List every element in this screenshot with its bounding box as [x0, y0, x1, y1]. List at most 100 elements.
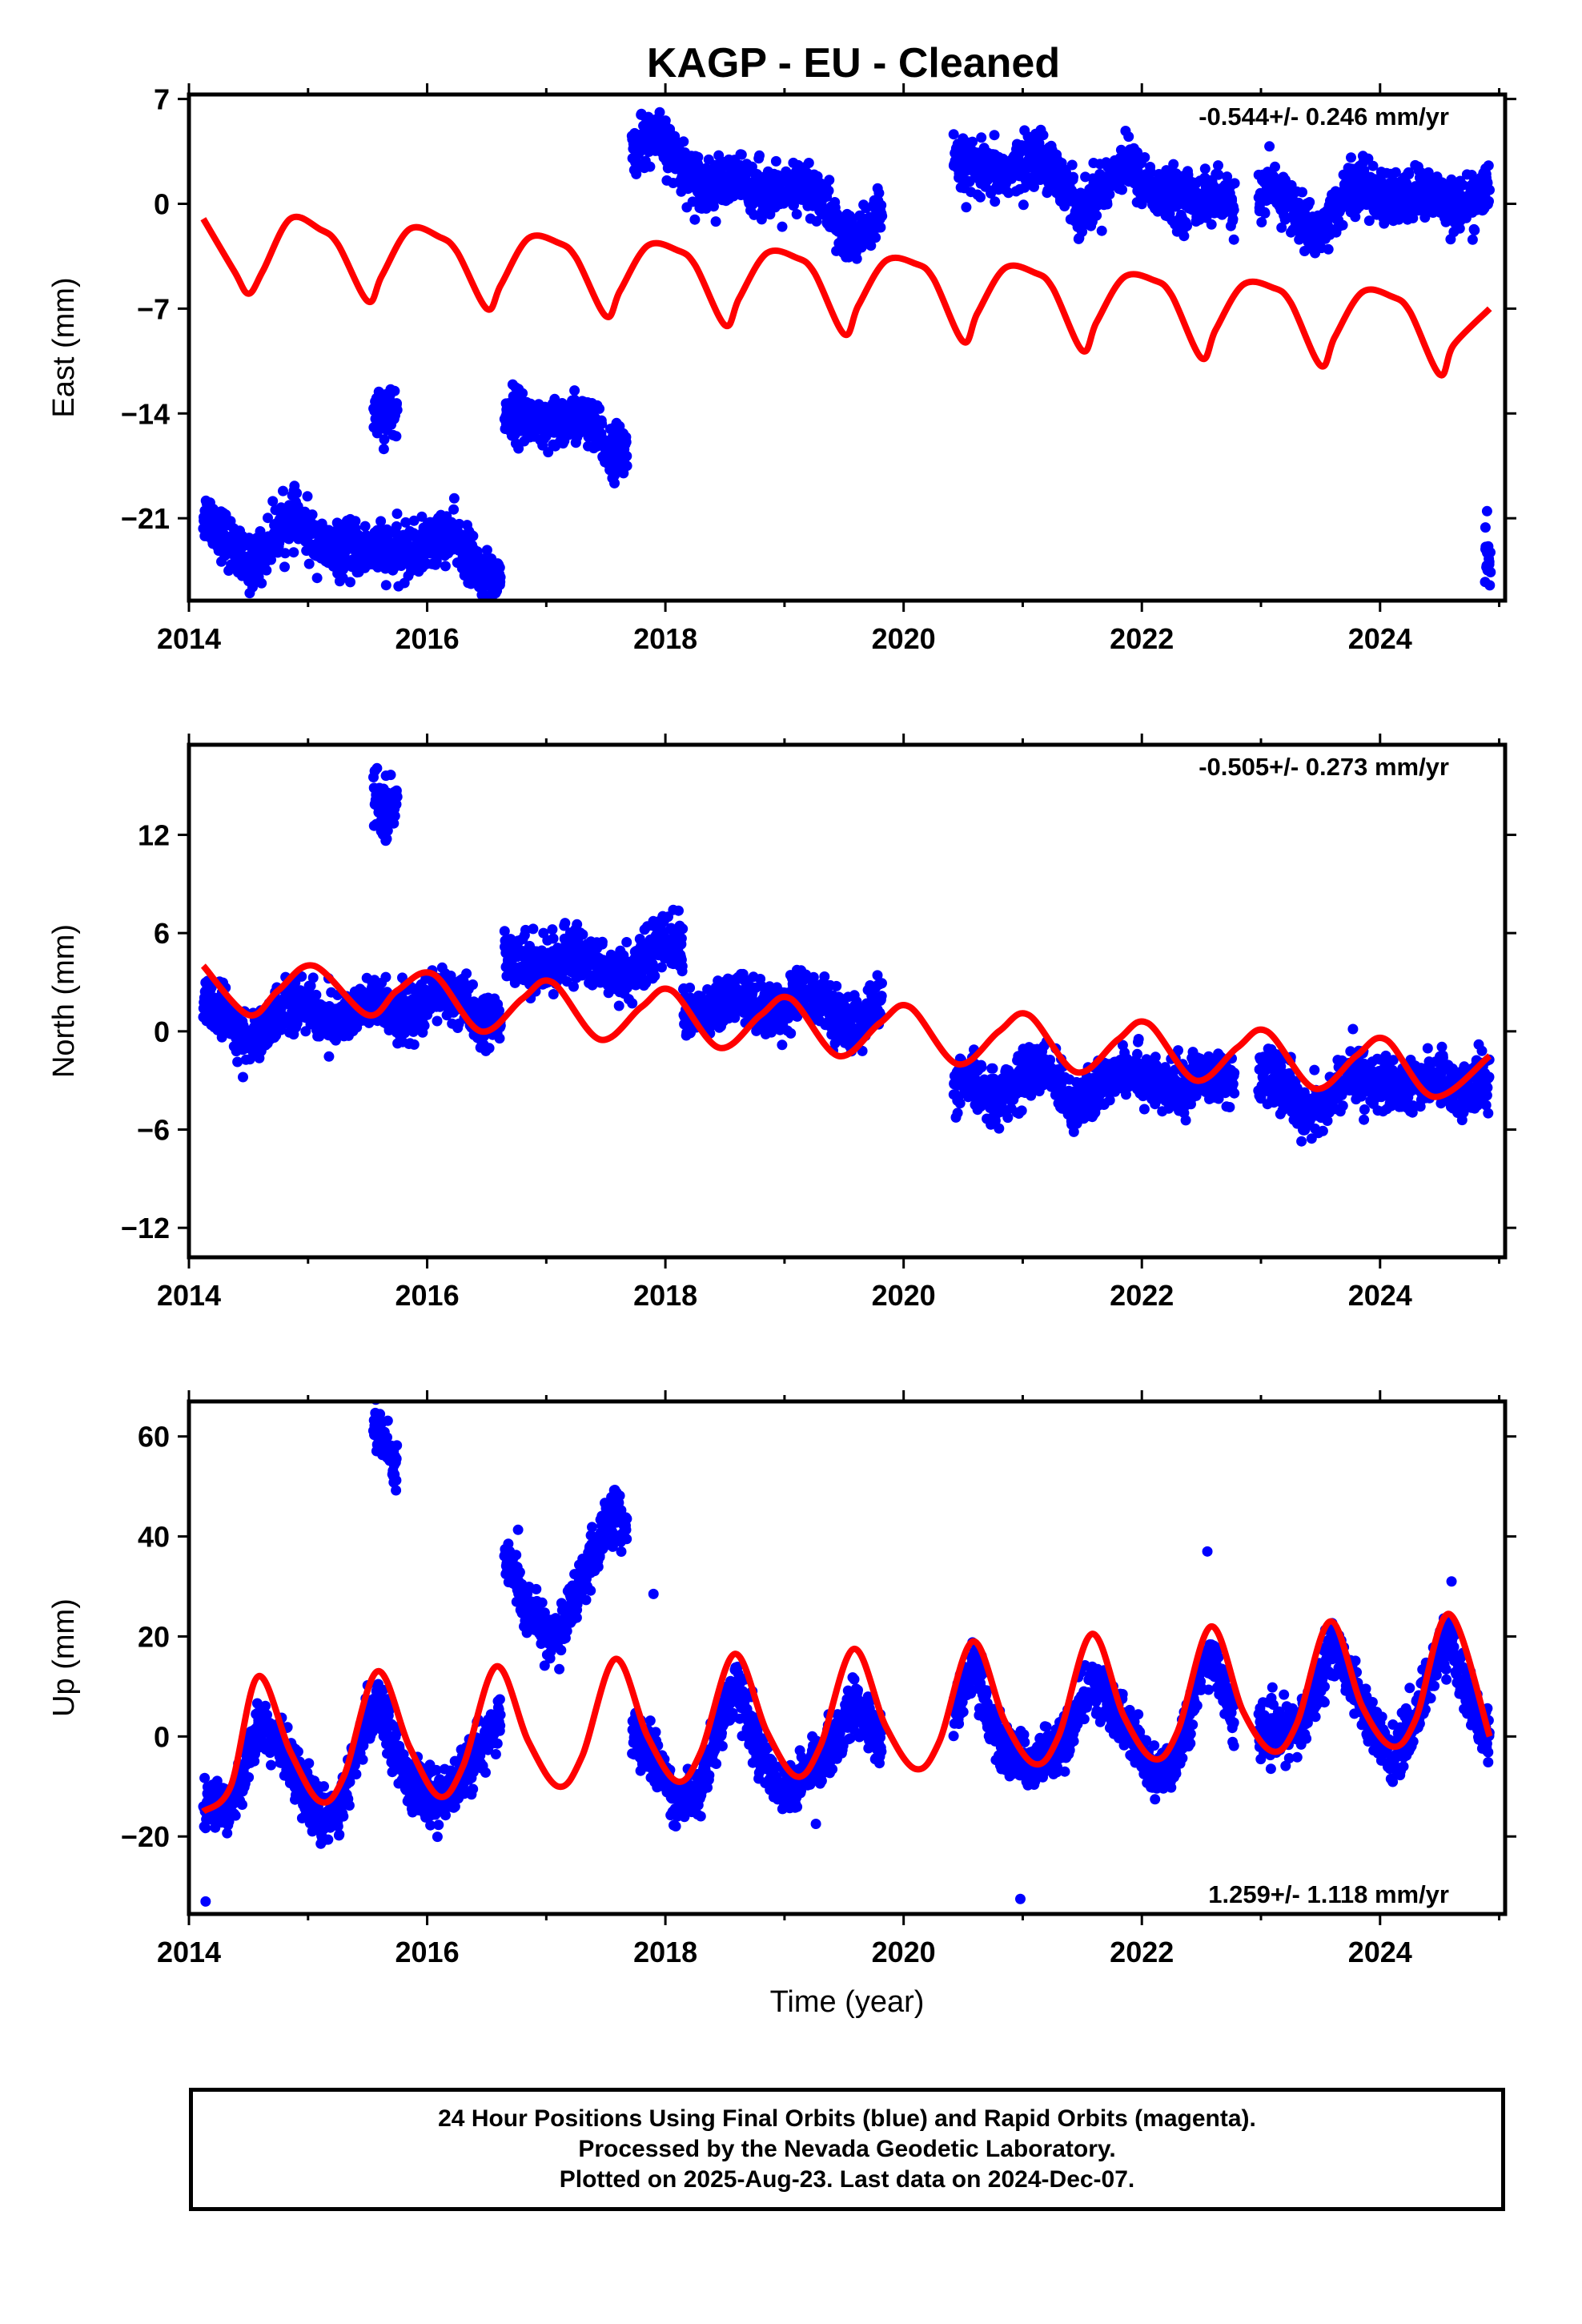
data-point	[568, 981, 579, 992]
data-point	[256, 577, 267, 589]
data-point	[709, 201, 719, 212]
data-point	[307, 972, 319, 983]
data-point	[391, 509, 403, 519]
x-tick-label: 2022	[1110, 622, 1174, 655]
data-point	[278, 485, 288, 497]
data-point	[279, 548, 291, 559]
data-point	[461, 968, 472, 979]
data-point	[206, 982, 217, 993]
data-point	[1367, 160, 1379, 171]
data-point	[791, 209, 802, 219]
data-point	[1363, 153, 1374, 164]
data-point	[291, 488, 303, 499]
data-point	[596, 418, 608, 429]
data-point	[359, 521, 371, 532]
data-point	[448, 493, 460, 504]
data-point	[1481, 505, 1492, 517]
data-point	[517, 388, 528, 399]
data-point	[1256, 217, 1267, 227]
data-point	[1145, 167, 1156, 177]
data-point	[543, 447, 554, 458]
data-point	[481, 545, 492, 556]
data-point	[432, 1015, 443, 1027]
data-point	[338, 564, 349, 575]
data-point	[1323, 243, 1334, 255]
data-point	[1346, 152, 1356, 163]
data-point	[207, 504, 219, 514]
data-point	[1229, 178, 1240, 189]
data-point	[379, 434, 390, 445]
data-point	[408, 1039, 420, 1050]
data-point	[1484, 184, 1495, 195]
data-point	[596, 936, 608, 947]
data-point	[644, 161, 656, 172]
data-point	[305, 980, 316, 991]
data-point	[569, 385, 580, 396]
east-points	[198, 107, 1496, 601]
y-tick-label: −14	[121, 397, 170, 430]
data-point	[1484, 559, 1495, 570]
data-point	[824, 175, 835, 186]
data-point	[1276, 222, 1287, 233]
data-point	[594, 403, 605, 414]
data-point	[673, 905, 684, 916]
data-point	[1228, 234, 1239, 245]
data-point	[865, 240, 877, 251]
data-point	[1091, 210, 1102, 221]
data-point	[419, 1020, 430, 1031]
data-point	[472, 546, 483, 557]
data-point	[967, 136, 978, 147]
data-point	[851, 253, 862, 264]
data-point	[710, 216, 721, 227]
data-point	[1227, 193, 1237, 204]
y-tick-label: −21	[121, 502, 170, 535]
data-point	[1337, 219, 1348, 231]
data-point	[1350, 211, 1361, 223]
data-point	[811, 215, 822, 227]
data-point	[1206, 219, 1217, 230]
data-point	[1168, 159, 1179, 170]
data-point	[360, 530, 371, 541]
data-point	[548, 989, 559, 999]
data-point	[770, 155, 781, 167]
data-point	[1066, 159, 1078, 171]
data-point	[244, 1054, 255, 1065]
data-point	[478, 553, 489, 565]
data-point	[381, 834, 392, 844]
east-rate-label: -0.544+/- 0.246 mm/yr	[1199, 103, 1449, 131]
data-point	[621, 460, 632, 472]
data-point	[311, 573, 323, 584]
data-point	[389, 385, 400, 396]
data-point	[375, 516, 387, 527]
data-point	[494, 1033, 505, 1044]
data-point	[1359, 165, 1370, 176]
data-point	[350, 516, 361, 527]
data-point	[247, 581, 258, 593]
data-point	[654, 107, 665, 118]
data-point	[1469, 225, 1480, 235]
data-point	[1480, 522, 1491, 533]
data-point	[468, 530, 479, 541]
data-point	[621, 937, 632, 947]
data-point	[1077, 226, 1088, 237]
data-point	[961, 202, 972, 213]
data-point	[232, 1056, 243, 1068]
data-point	[266, 554, 276, 565]
data-point	[1117, 184, 1127, 195]
data-point	[976, 132, 987, 143]
data-point	[528, 923, 539, 935]
data-point	[448, 504, 460, 515]
data-point	[303, 558, 315, 569]
data-point	[380, 580, 391, 591]
data-point	[1227, 214, 1239, 225]
east-ylabel: East (mm)	[47, 277, 81, 417]
data-point	[677, 961, 688, 971]
data-point	[1038, 130, 1049, 141]
data-point	[1182, 220, 1192, 231]
data-point	[371, 762, 383, 774]
data-point	[1228, 204, 1239, 215]
data-point	[391, 521, 402, 532]
data-point	[1178, 231, 1190, 242]
